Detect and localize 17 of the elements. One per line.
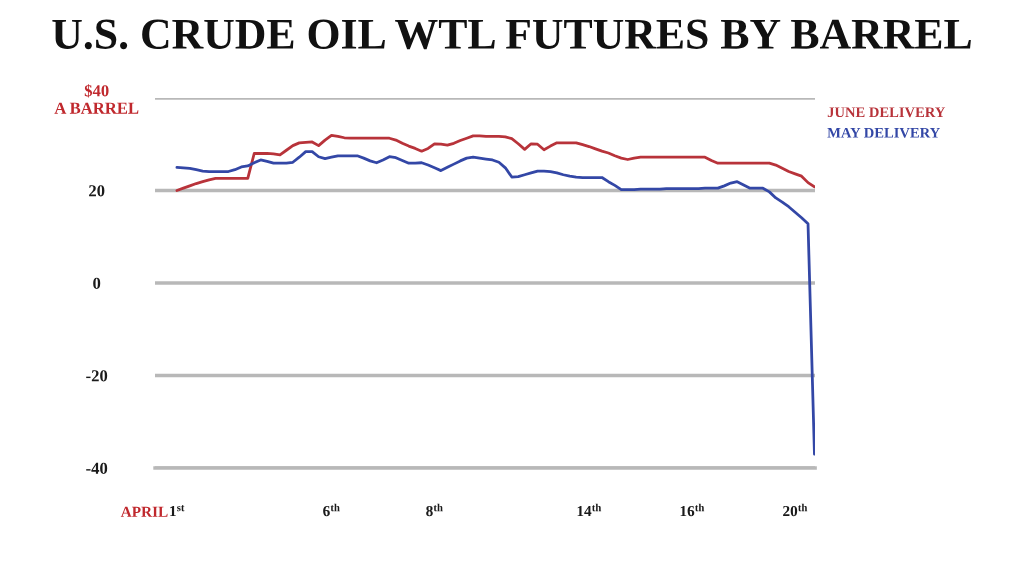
line-series	[175, 134, 816, 192]
x-tick-label: 8$^{th}$	[426, 503, 443, 517]
x-tick-label: 20$^{th}$	[783, 503, 808, 517]
x-tick-label: 14$^{th}$	[577, 503, 602, 517]
x-tick-label: 6$^{th}$	[323, 503, 340, 517]
x-axis-title: APRIL	[120, 506, 168, 517]
y-tick-label: -40	[86, 462, 108, 474]
y-tick-label: 0	[93, 277, 101, 289]
text: MAY DELIVERY	[827, 127, 940, 138]
line-series	[175, 150, 816, 456]
y-tick-label: 20	[89, 185, 105, 197]
chart-title: U.S. CRUDE OIL WTL FUTURES BY BARREL	[52, 19, 971, 50]
y-tick-label: $40 A BARREL	[54, 84, 139, 114]
text: JUNE DELIVERY	[827, 107, 946, 118]
x-tick-label: 16$^{th}$	[680, 503, 705, 517]
x-tick-label: 1$^{st}$	[170, 505, 185, 517]
y-tick-label: -20	[86, 370, 108, 382]
